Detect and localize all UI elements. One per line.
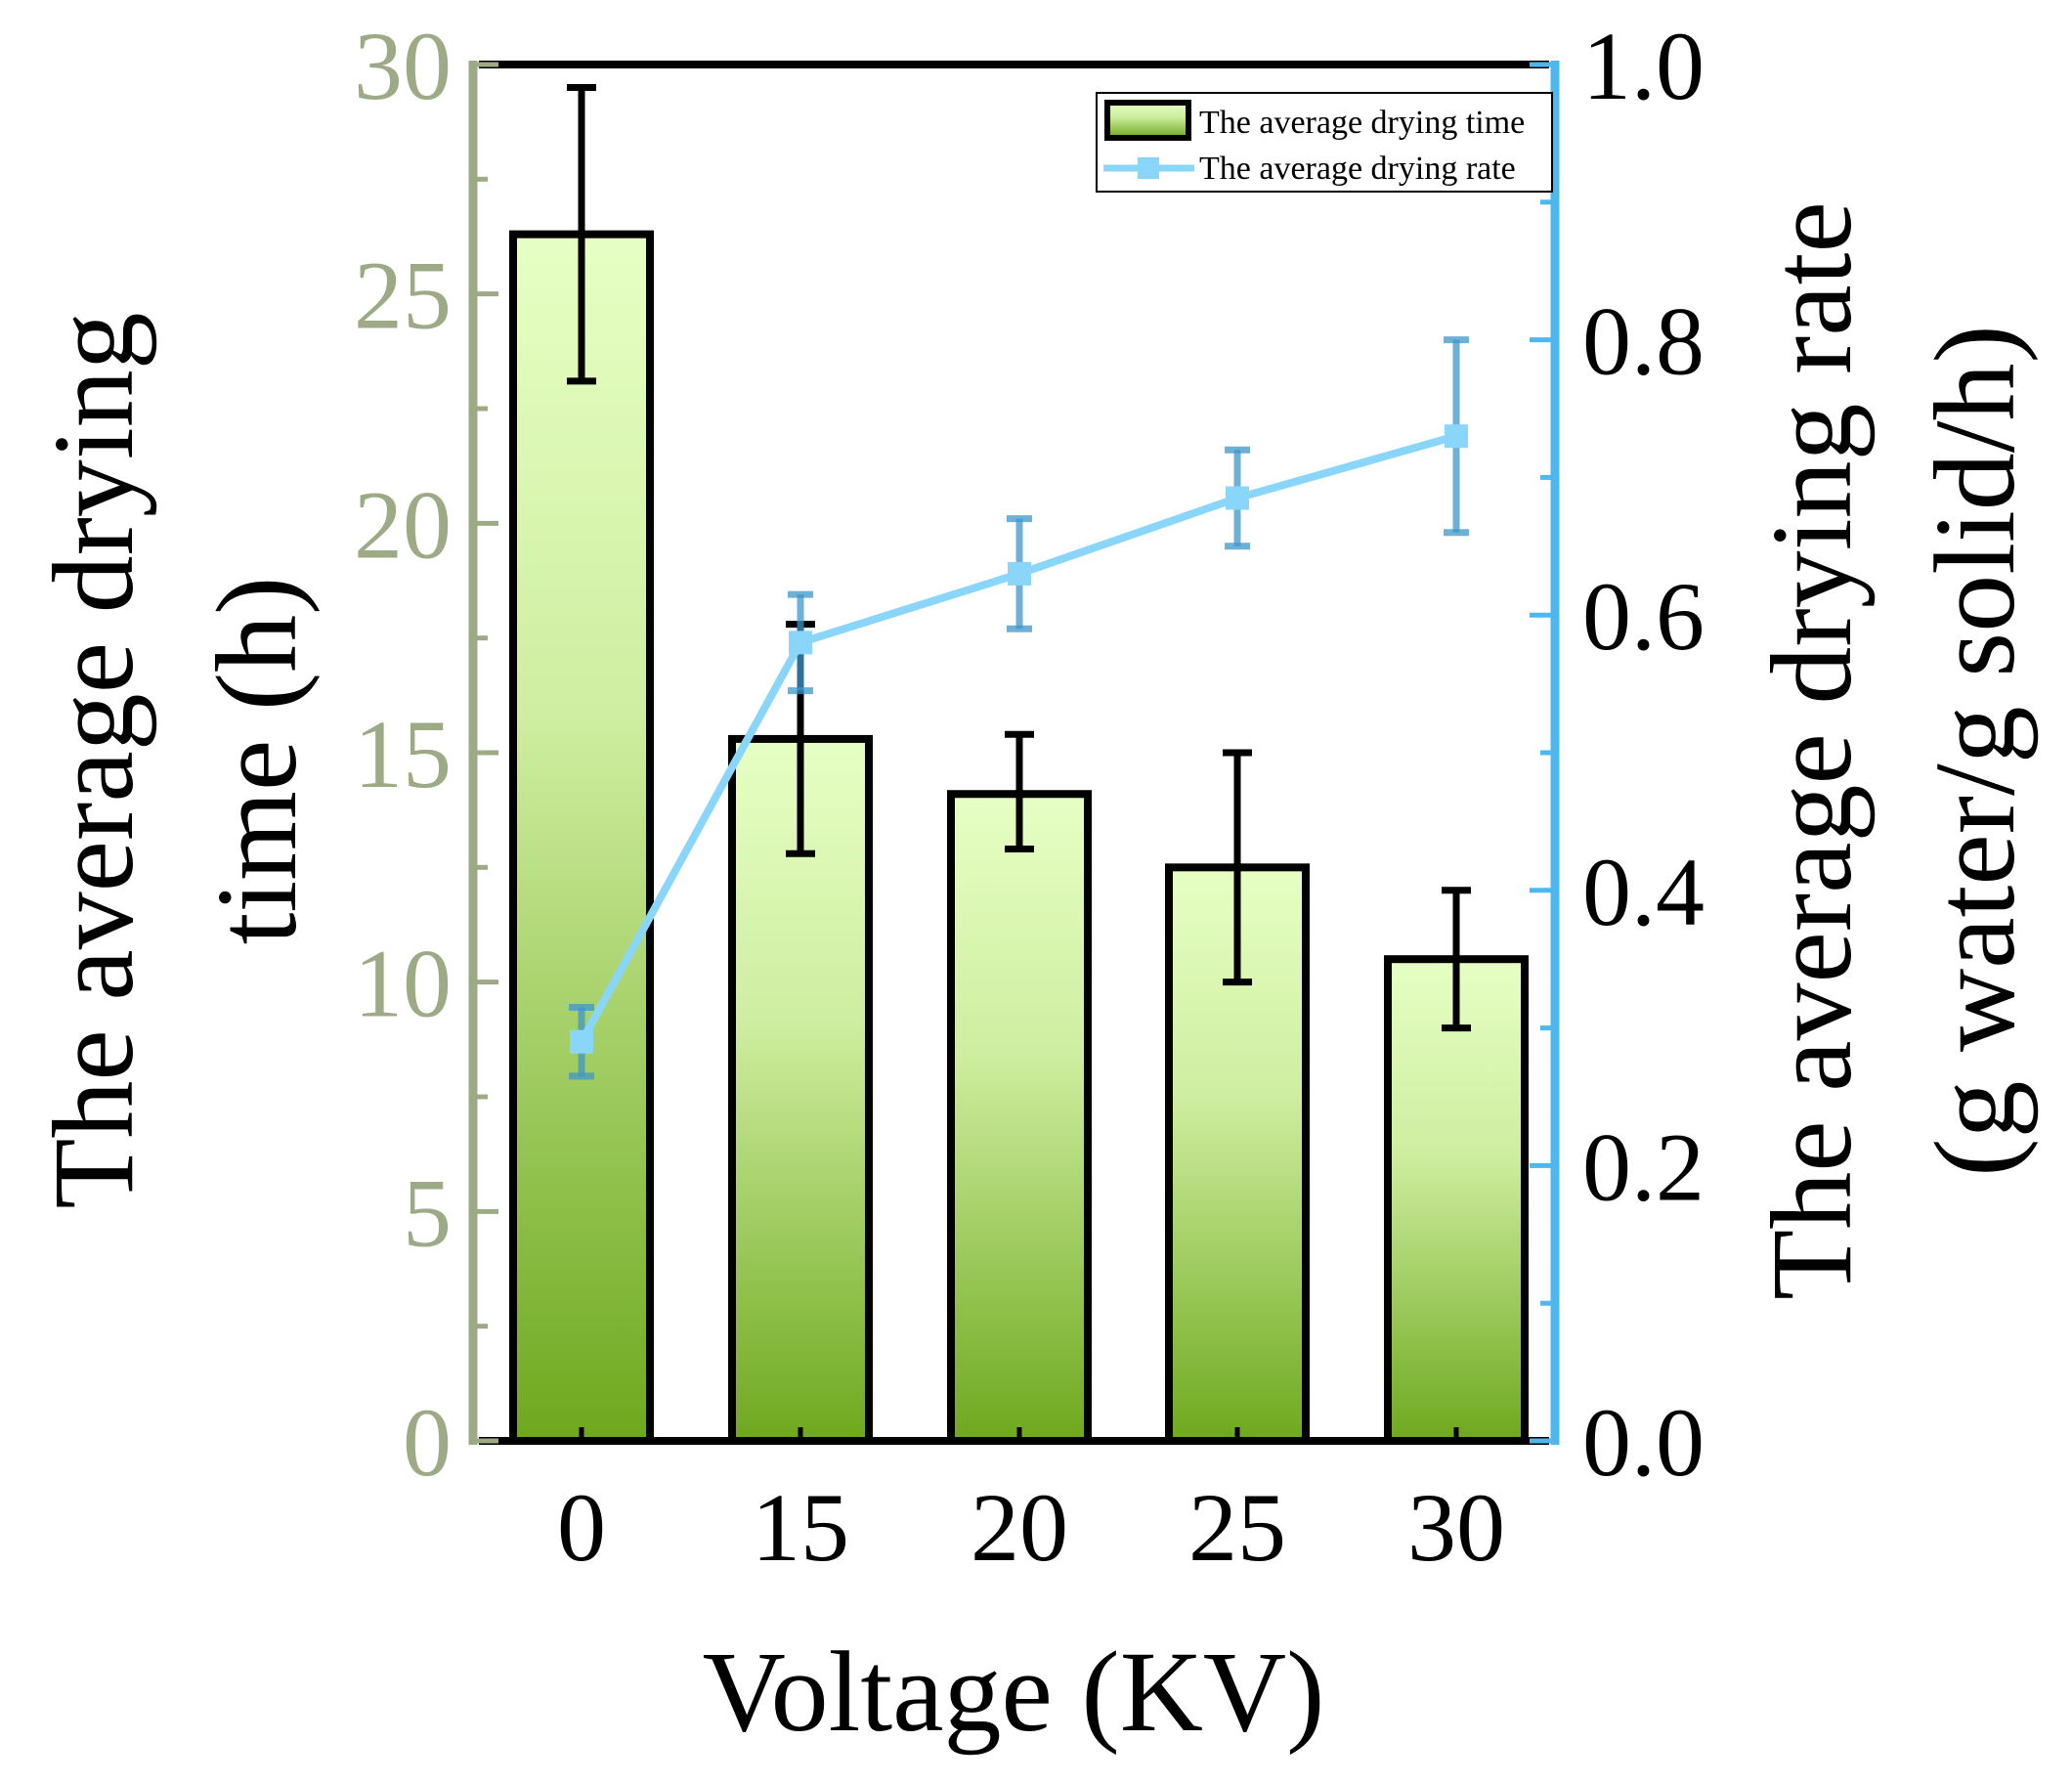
x-ticks: 0 15 20 25 30 — [557, 1427, 1505, 1582]
bar — [1165, 863, 1310, 1445]
legend-line-label: The average drying rate — [1199, 151, 1516, 187]
right-y-axis-label-line1: The average drying rate — [1748, 201, 1876, 1300]
left-y-tick-label: 20 — [354, 470, 452, 579]
line-point — [1445, 424, 1468, 449]
x-tick-label: 15 — [752, 1473, 849, 1582]
x-tick-label: 30 — [1407, 1473, 1505, 1582]
legend-line-marker — [1138, 157, 1159, 179]
x-axis-label: Voltage (KV) — [703, 1628, 1325, 1756]
line-series — [569, 336, 1469, 1080]
left-y-tick-label: 25 — [354, 241, 452, 350]
left-y-tick-label: 0 — [403, 1388, 452, 1497]
right-y-tick-label: 0.4 — [1582, 838, 1705, 946]
bar — [1384, 955, 1529, 1445]
right-y-axis-label-line2: (g water/g solid/h) — [1911, 325, 2039, 1177]
right-y-tick-label: 0.6 — [1582, 562, 1705, 671]
left-y-tick-label: 10 — [354, 930, 452, 1038]
bar — [509, 230, 654, 1446]
x-tick-label: 20 — [971, 1473, 1068, 1582]
legend: The average drying time The average dryi… — [1096, 92, 1553, 193]
legend-bar-swatch — [1104, 100, 1191, 141]
left-y-tick-label: 30 — [354, 12, 452, 120]
right-y-tick-label: 0.2 — [1582, 1112, 1705, 1221]
left-y-axis-label-line2: time (h) — [193, 577, 321, 945]
x-tick-label: 0 — [557, 1473, 606, 1582]
legend-bar-label: The average drying time — [1199, 105, 1525, 141]
left-y-tick-label: 5 — [403, 1158, 452, 1267]
left-y-ticks: 0 5 10 15 20 25 30 — [354, 12, 498, 1497]
left-y-axis-label-line1: The average drying — [29, 312, 157, 1208]
bar — [947, 790, 1092, 1445]
right-y-ticks: 0.0 0.2 0.4 0.6 0.8 1.0 — [1530, 12, 1705, 1497]
left-y-tick-label: 15 — [354, 700, 452, 808]
line-point — [1008, 561, 1031, 586]
right-y-tick-label: 0.8 — [1582, 287, 1705, 396]
x-tick-label: 25 — [1188, 1473, 1286, 1582]
line-point — [1226, 486, 1249, 510]
right-y-tick-label: 1.0 — [1582, 12, 1705, 120]
line-point — [789, 631, 812, 655]
right-y-tick-label: 0.0 — [1582, 1388, 1705, 1497]
line-point — [570, 1029, 593, 1054]
